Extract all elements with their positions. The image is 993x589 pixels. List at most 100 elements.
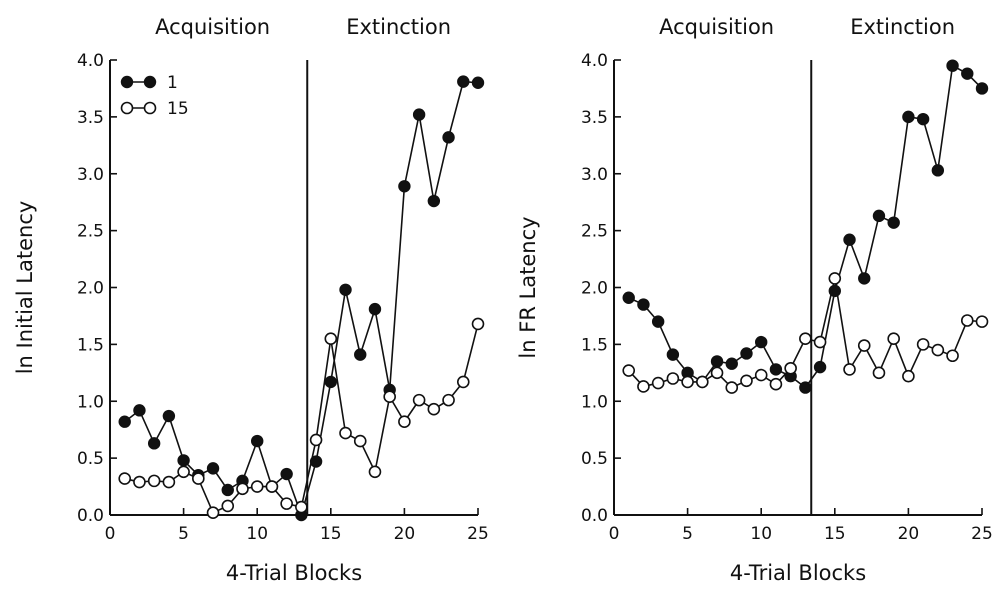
data-point-series-2 [946,349,959,363]
y-tick-label: 0.5 [581,449,608,469]
x-axis-title: 4-Trial Blocks [226,561,362,585]
x-tick-label: 20 [394,524,416,544]
legend-marker [120,101,134,115]
data-point-series-2 [769,377,783,391]
legend-label: 1 [167,73,178,93]
data-point-series-2 [784,361,797,375]
data-point-series-2 [813,335,827,349]
legend-marker [143,75,157,89]
phase-label-acquisition: Acquisition [659,15,774,39]
data-point-series-1 [221,483,234,497]
chart-panel-1: 0.0 0.5 1.0 1.5 2.0 2.5 3.0 3.5 4.0 0 5 10 15 20 25 4-T… [13,15,489,585]
data-point-series-1 [368,302,382,316]
data-point-series-1 [354,348,367,361]
data-point-series-1 [946,59,959,72]
data-point-series-1 [975,82,989,95]
data-point-series-1 [902,110,915,124]
data-point-series-2 [295,500,308,514]
data-point-series-2 [828,272,842,285]
legend-marker [120,75,134,89]
data-point-series-1 [457,75,470,88]
data-point-series-1 [442,131,455,144]
legend-label: 15 [167,99,189,119]
data-point-series-2 [383,390,396,404]
chart-panel-2: 0.0 0.5 1.0 1.5 2.0 2.5 3.0 3.5 4.0 0 5 10 15 20 25 4-T… [516,15,993,585]
data-point-series-2 [206,506,220,520]
data-point-series-2 [710,366,724,380]
data-point-series-1 [412,108,426,121]
data-point-series-2 [651,376,665,390]
y-tick-label: 3.0 [581,165,608,185]
data-point-series-2 [887,332,900,345]
y-tick-label: 4.0 [77,51,104,71]
x-tick-label: 15 [320,524,342,544]
data-point-series-1 [622,291,635,304]
x-tick-label: 20 [898,524,920,544]
data-point-series-1 [206,462,220,475]
data-point-series-1 [280,467,293,481]
data-point-series-1 [961,67,974,80]
data-point-series-2 [192,472,205,485]
y-tick-label: 3.5 [581,108,608,128]
data-point-series-1 [427,194,441,208]
data-point-series-2 [666,372,680,385]
x-axis-title: 4-Trial Blocks [730,561,866,585]
y-tick-label: 1.5 [77,335,104,355]
y-tick-label: 1.0 [581,392,608,412]
x-tick-label: 25 [467,524,489,544]
data-point-series-1 [162,409,176,423]
data-point-series-1 [931,164,945,177]
x-tick-label: 5 [178,524,189,544]
phase-label-extinction: Extinction [346,15,451,39]
data-point-series-2 [637,380,650,393]
data-point-series-2 [353,434,367,448]
data-point-series-1 [339,283,352,296]
data-point-series-1 [637,298,650,311]
x-tick-label: 5 [682,524,693,544]
data-point-series-2 [398,415,411,429]
data-point-series-2 [133,475,146,489]
data-point-series-1 [769,363,783,376]
data-point-series-2 [147,474,161,488]
data-point-series-2 [280,497,293,510]
data-point-series-1 [177,454,190,467]
data-point-series-2 [799,332,812,345]
phase-label-extinction: Extinction [850,15,955,39]
data-point-series-2 [456,375,470,389]
data-point-series-2 [265,480,279,493]
data-point-series-1 [324,375,337,389]
y-tick-label: 0.0 [77,506,104,526]
data-point-series-2 [902,369,915,383]
y-tick-label: 3.5 [77,108,104,128]
data-point-series-1 [887,216,900,229]
data-point-series-2 [975,315,989,328]
data-point-series-1 [398,180,411,193]
x-tick-label: 10 [750,524,772,544]
data-point-series-2 [872,366,886,380]
series-line-2 [124,323,479,514]
y-tick-label: 0.0 [581,506,608,526]
data-point-series-1 [251,434,264,448]
x-tick-label: 10 [246,524,268,544]
data-point-series-1 [916,112,930,126]
data-point-series-2 [368,465,382,479]
data-point-series-1 [725,357,738,370]
data-point-series-1 [147,437,161,450]
data-point-series-1 [118,415,131,428]
data-point-series-2 [324,332,338,345]
data-point-series-2 [740,374,753,388]
y-tick-label: 1.0 [77,392,104,412]
data-point-series-2 [754,368,768,382]
x-tick-label: 15 [824,524,846,544]
data-point-series-2 [118,472,132,485]
y-tick-label: 2.0 [581,279,608,299]
y-tick-label: 0.5 [77,449,104,469]
y-tick-label: 1.5 [581,335,608,355]
data-point-series-1 [799,381,812,394]
y-tick-label: 3.0 [77,165,104,185]
data-point-series-2 [412,393,426,407]
legend-marker [143,101,157,115]
data-point-series-2 [177,465,190,479]
data-point-series-2 [471,317,485,331]
